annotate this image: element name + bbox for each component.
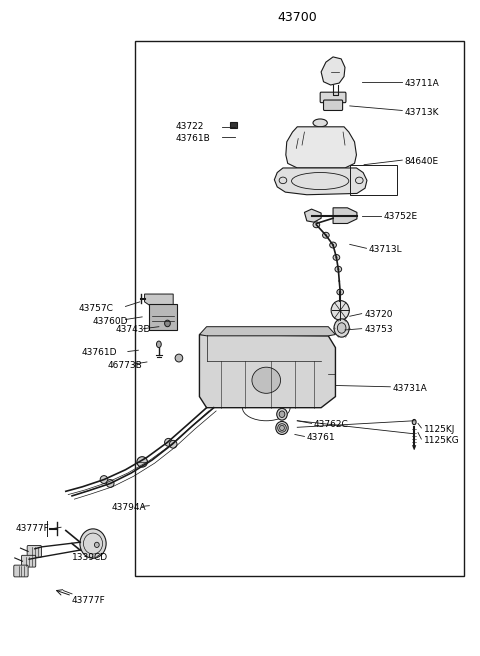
FancyBboxPatch shape [324,100,343,110]
Ellipse shape [356,177,363,184]
Ellipse shape [175,354,183,362]
Text: 1339CD: 1339CD [72,554,108,562]
FancyBboxPatch shape [320,92,346,102]
Text: 43760D: 43760D [93,317,129,326]
Ellipse shape [80,529,106,558]
Ellipse shape [278,424,286,432]
Polygon shape [275,168,367,195]
Ellipse shape [279,411,285,417]
Bar [135,41,464,576]
Ellipse shape [252,367,281,394]
Text: 43777F: 43777F [72,596,106,605]
FancyBboxPatch shape [27,546,41,558]
FancyBboxPatch shape [22,556,36,567]
Polygon shape [321,57,345,85]
Text: 43762C: 43762C [314,420,348,429]
Text: 43752E: 43752E [383,213,417,222]
Ellipse shape [323,232,329,238]
Text: 43713L: 43713L [369,245,402,254]
Ellipse shape [165,438,172,446]
Ellipse shape [276,421,288,434]
Text: 1125KJ: 1125KJ [424,424,455,434]
Text: 43757C: 43757C [79,304,114,313]
Text: 46773B: 46773B [108,361,142,370]
Text: 84640E: 84640E [405,157,439,166]
Ellipse shape [331,300,349,320]
Bar [230,121,237,128]
Text: 43722: 43722 [176,122,204,131]
FancyBboxPatch shape [149,304,178,330]
Text: 43700: 43700 [277,11,317,24]
Text: 43794A: 43794A [111,503,146,512]
Text: 43761: 43761 [307,433,336,442]
Text: 43777F: 43777F [16,524,49,533]
FancyBboxPatch shape [14,565,28,577]
Text: 43731A: 43731A [393,384,428,392]
Text: 43711A: 43711A [405,79,439,87]
Text: 43720: 43720 [364,310,393,319]
Ellipse shape [279,177,287,184]
Text: 43713K: 43713K [405,108,439,117]
Text: 43743D: 43743D [116,325,151,335]
Ellipse shape [335,266,342,272]
Ellipse shape [169,440,177,448]
Ellipse shape [313,222,320,228]
Ellipse shape [95,543,99,548]
Polygon shape [286,127,357,168]
Ellipse shape [412,419,416,424]
Ellipse shape [100,476,108,483]
Polygon shape [199,335,336,407]
Ellipse shape [277,408,287,420]
Text: 43761B: 43761B [176,134,210,143]
Polygon shape [199,327,336,336]
Ellipse shape [313,119,327,127]
Ellipse shape [334,319,349,337]
Ellipse shape [107,480,114,487]
Text: 1125KG: 1125KG [424,436,459,445]
Ellipse shape [330,242,336,248]
Text: 43761D: 43761D [82,348,117,358]
Ellipse shape [280,425,284,430]
Polygon shape [333,208,357,224]
Ellipse shape [337,323,346,333]
Ellipse shape [137,457,147,467]
Text: 43753: 43753 [364,325,393,335]
Ellipse shape [165,320,170,327]
Polygon shape [304,209,321,222]
Ellipse shape [156,341,161,348]
Ellipse shape [333,255,340,260]
Ellipse shape [337,289,344,295]
Polygon shape [144,294,173,305]
